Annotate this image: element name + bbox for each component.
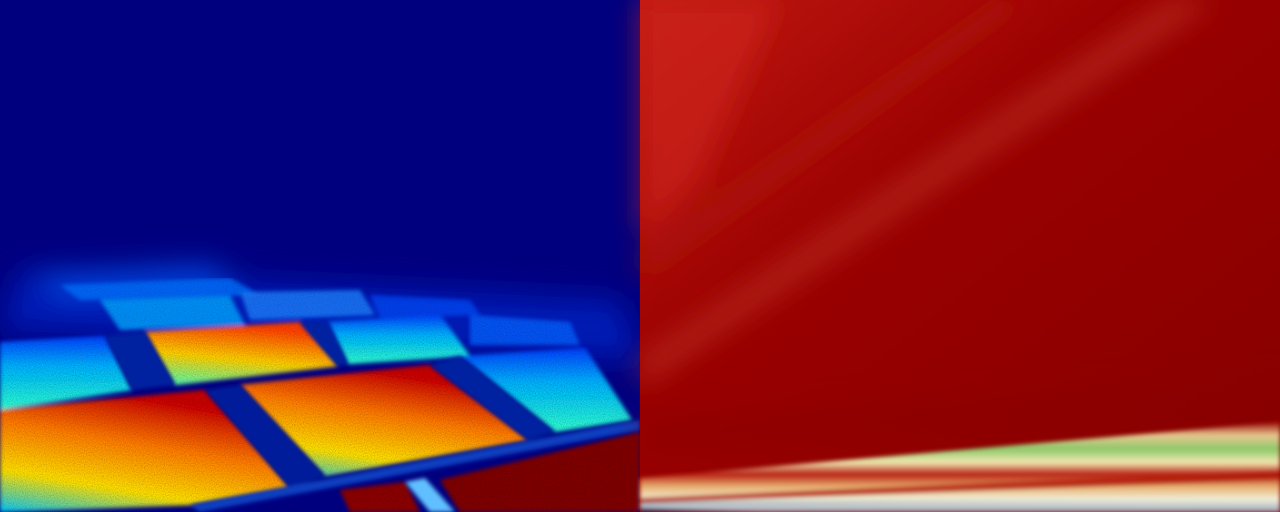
right-panel bbox=[640, 0, 1280, 512]
left-panel bbox=[0, 0, 640, 512]
streaks bbox=[640, 0, 1280, 450]
fields bbox=[0, 278, 640, 512]
bottom-bands bbox=[640, 422, 1280, 512]
roads bbox=[105, 322, 640, 512]
